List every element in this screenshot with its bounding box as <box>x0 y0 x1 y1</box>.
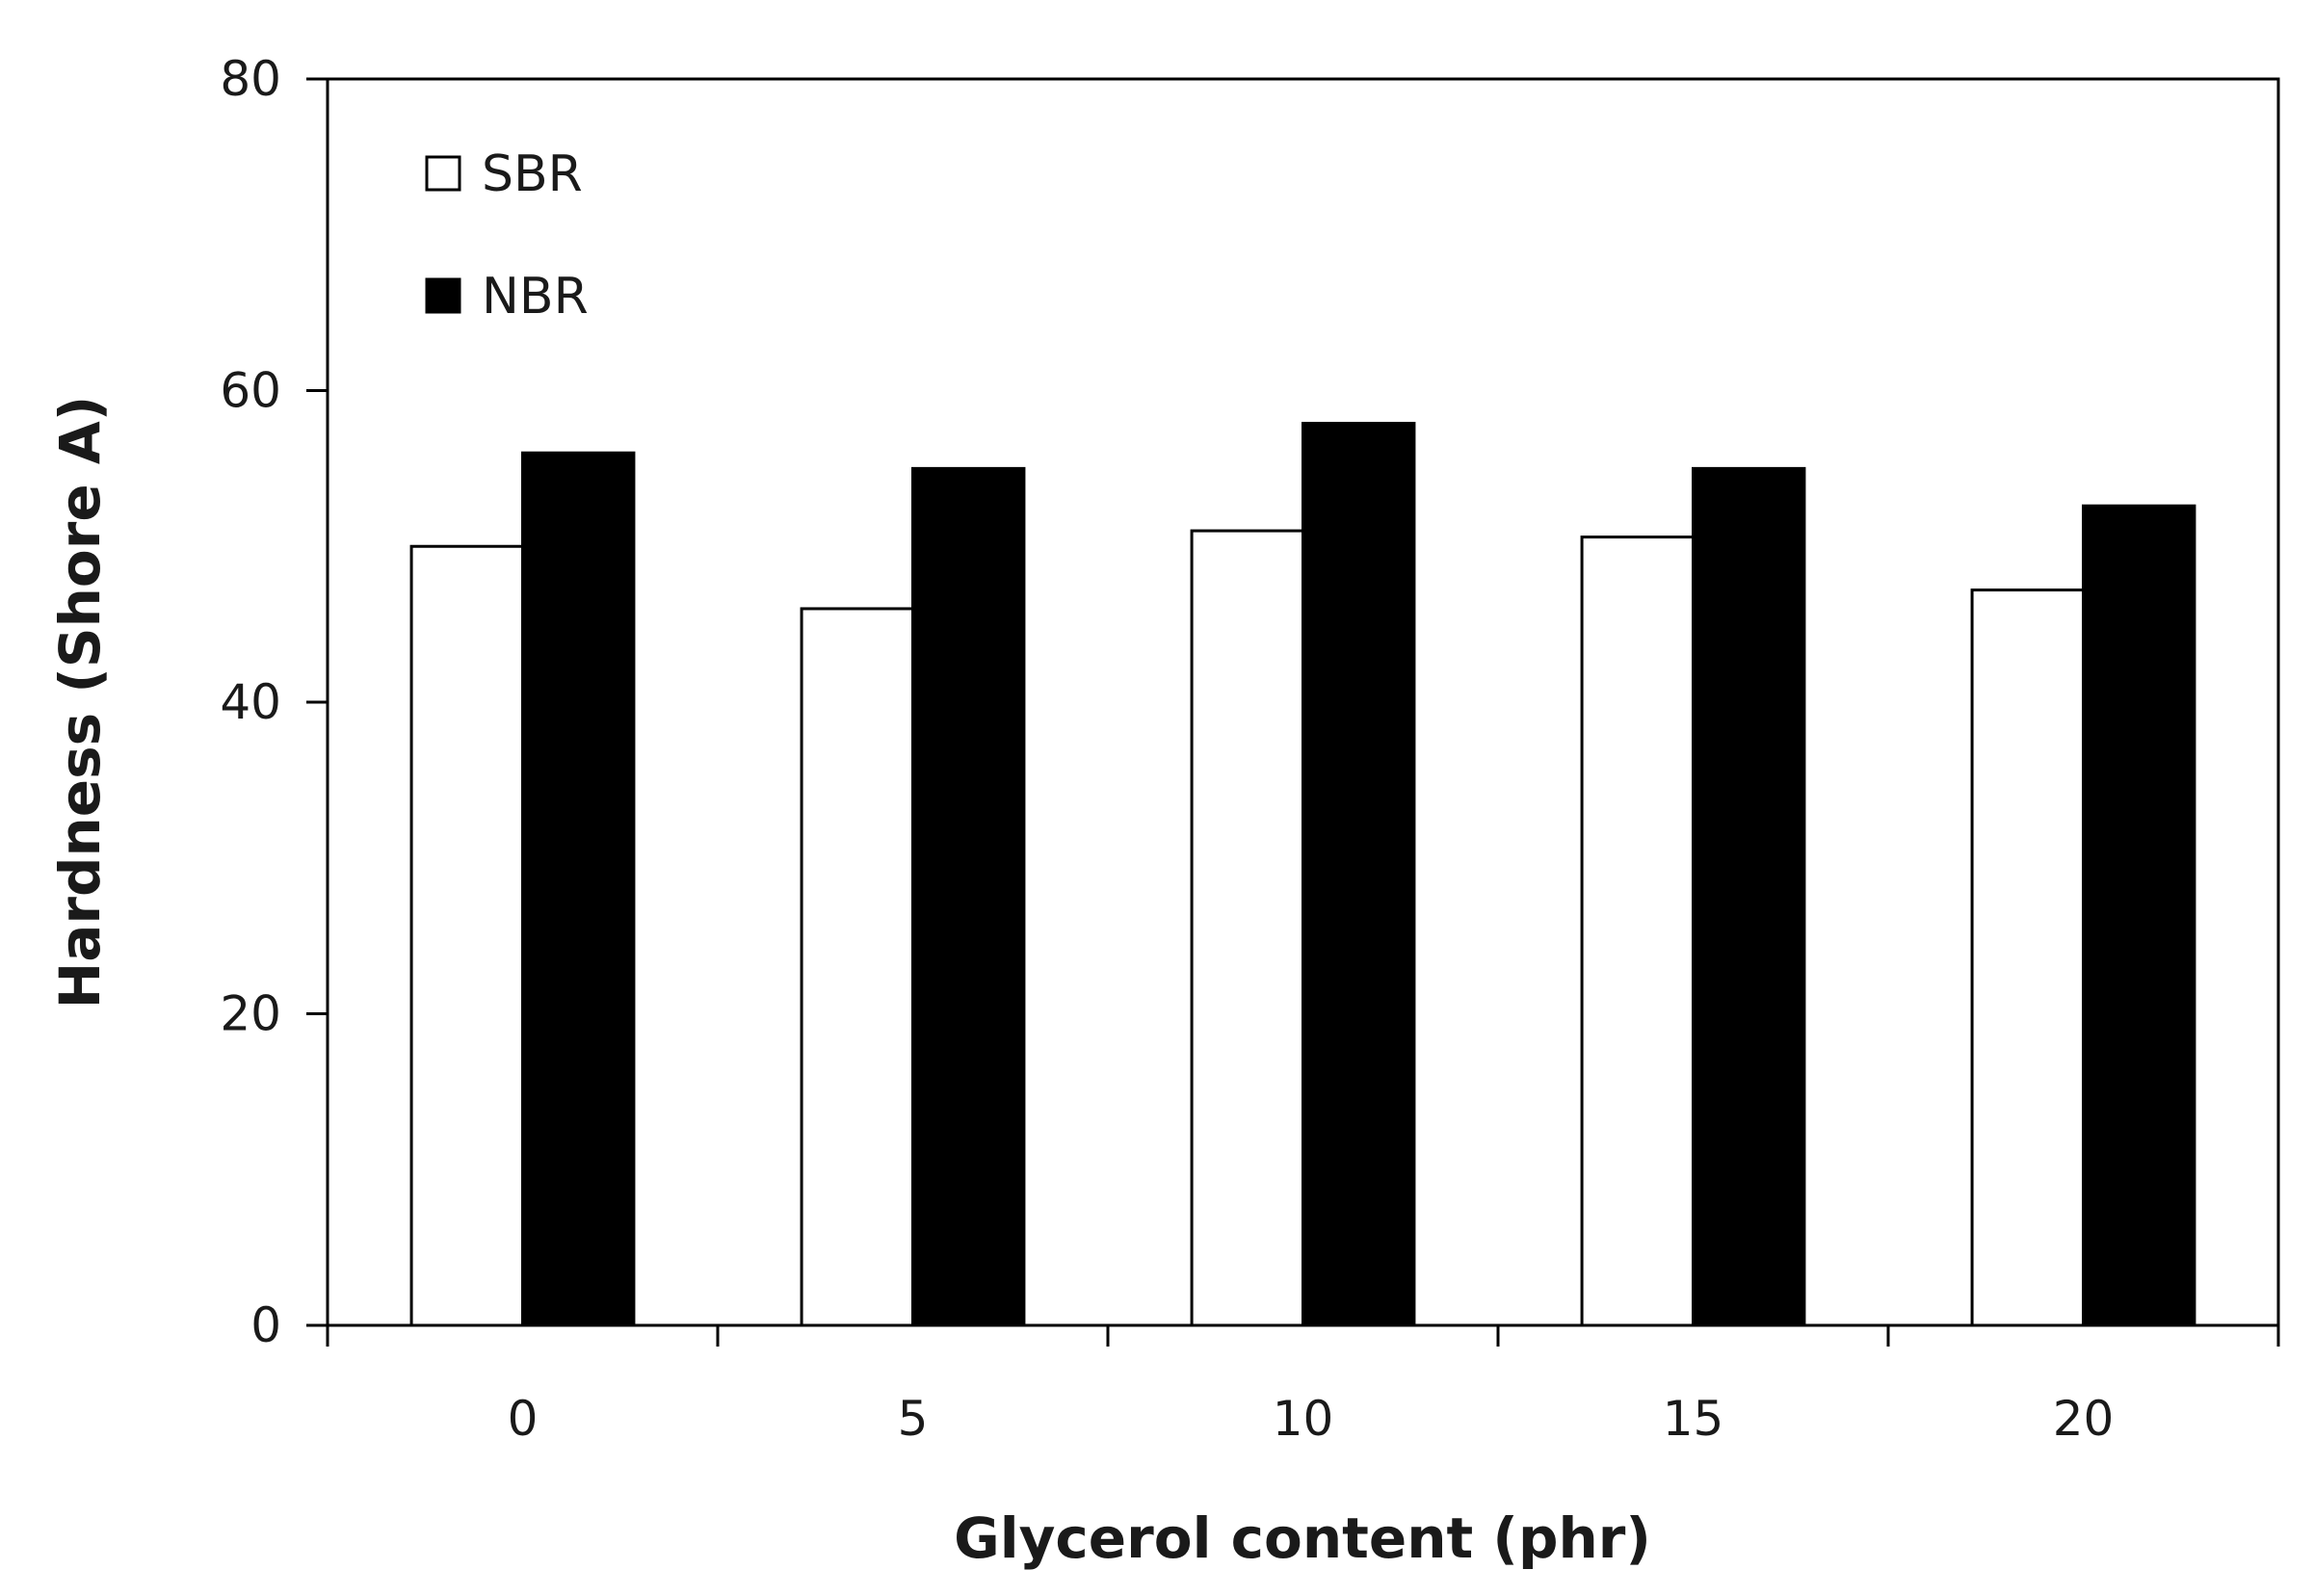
x-axis-title: Glycerol content (phr) <box>954 1505 1651 1571</box>
bar-sbr-10 <box>1190 529 1304 1327</box>
bar-sbr-5 <box>800 607 915 1327</box>
bars <box>409 421 2196 1327</box>
legend-swatch-sbr <box>425 155 461 192</box>
y-axis: 0 20 40 60 80 <box>220 51 328 1353</box>
x-tick-label: 20 <box>2053 1391 2115 1447</box>
bar-nbr-10 <box>1302 421 1416 1327</box>
bar-nbr-15 <box>1692 466 1806 1327</box>
x-tick-label: 15 <box>1663 1391 1724 1447</box>
x-tick-label: 0 <box>508 1391 539 1447</box>
legend: SBR NBR <box>425 145 589 326</box>
x-axis: 0 5 10 15 20 <box>326 1325 2280 1447</box>
y-tick-label: 20 <box>220 986 281 1042</box>
bar-sbr-15 <box>1580 536 1695 1327</box>
x-tick-label: 5 <box>898 1391 929 1447</box>
legend-label-nbr: NBR <box>482 268 589 326</box>
bar-sbr-0 <box>409 544 525 1327</box>
y-tick-label: 0 <box>250 1297 281 1353</box>
y-tick-label: 80 <box>220 51 281 107</box>
bar-sbr-20 <box>1970 589 2085 1327</box>
bar-nbr-20 <box>2082 504 2196 1327</box>
bar-nbr-5 <box>911 466 1026 1327</box>
y-axis-title: Hardness (Shore A) <box>47 396 113 1009</box>
legend-swatch-nbr <box>425 277 461 314</box>
legend-label-sbr: SBR <box>482 145 583 203</box>
bar-nbr-0 <box>521 451 636 1327</box>
y-tick-label: 40 <box>220 674 281 730</box>
x-tick-label: 10 <box>1273 1391 1334 1447</box>
y-tick-label: 60 <box>220 363 281 419</box>
